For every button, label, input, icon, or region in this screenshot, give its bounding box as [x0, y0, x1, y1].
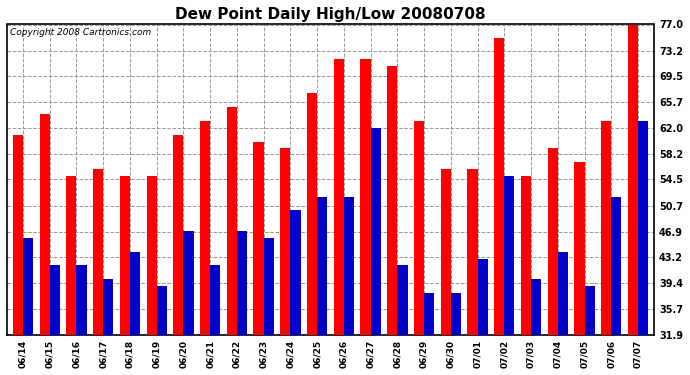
- Bar: [184, 231, 194, 375]
- Bar: [13, 135, 23, 375]
- Bar: [173, 135, 184, 375]
- Bar: [77, 266, 87, 375]
- Bar: [467, 169, 477, 375]
- Bar: [280, 148, 290, 375]
- Bar: [371, 128, 381, 375]
- Bar: [628, 24, 638, 375]
- Bar: [504, 176, 515, 375]
- Bar: [200, 121, 210, 375]
- Bar: [638, 121, 648, 375]
- Bar: [307, 93, 317, 375]
- Bar: [414, 121, 424, 375]
- Bar: [494, 38, 504, 375]
- Bar: [360, 59, 371, 375]
- Bar: [66, 176, 77, 375]
- Bar: [387, 66, 397, 375]
- Bar: [521, 176, 531, 375]
- Text: Copyright 2008 Cartronics.com: Copyright 2008 Cartronics.com: [10, 28, 151, 37]
- Bar: [574, 162, 584, 375]
- Bar: [23, 238, 33, 375]
- Bar: [130, 252, 140, 375]
- Bar: [441, 169, 451, 375]
- Bar: [237, 231, 247, 375]
- Title: Dew Point Daily High/Low 20080708: Dew Point Daily High/Low 20080708: [175, 7, 486, 22]
- Bar: [290, 210, 301, 375]
- Bar: [146, 176, 157, 375]
- Bar: [253, 141, 264, 375]
- Bar: [317, 196, 327, 375]
- Bar: [39, 114, 50, 375]
- Bar: [227, 107, 237, 375]
- Bar: [334, 59, 344, 375]
- Bar: [120, 176, 130, 375]
- Bar: [104, 279, 113, 375]
- Bar: [531, 279, 541, 375]
- Bar: [210, 266, 220, 375]
- Bar: [50, 266, 60, 375]
- Bar: [157, 286, 167, 375]
- Bar: [601, 121, 611, 375]
- Bar: [344, 196, 354, 375]
- Bar: [558, 252, 568, 375]
- Bar: [611, 196, 622, 375]
- Bar: [397, 266, 408, 375]
- Bar: [424, 293, 434, 375]
- Bar: [451, 293, 461, 375]
- Bar: [477, 258, 488, 375]
- Bar: [584, 286, 595, 375]
- Bar: [93, 169, 104, 375]
- Bar: [264, 238, 274, 375]
- Bar: [548, 148, 558, 375]
